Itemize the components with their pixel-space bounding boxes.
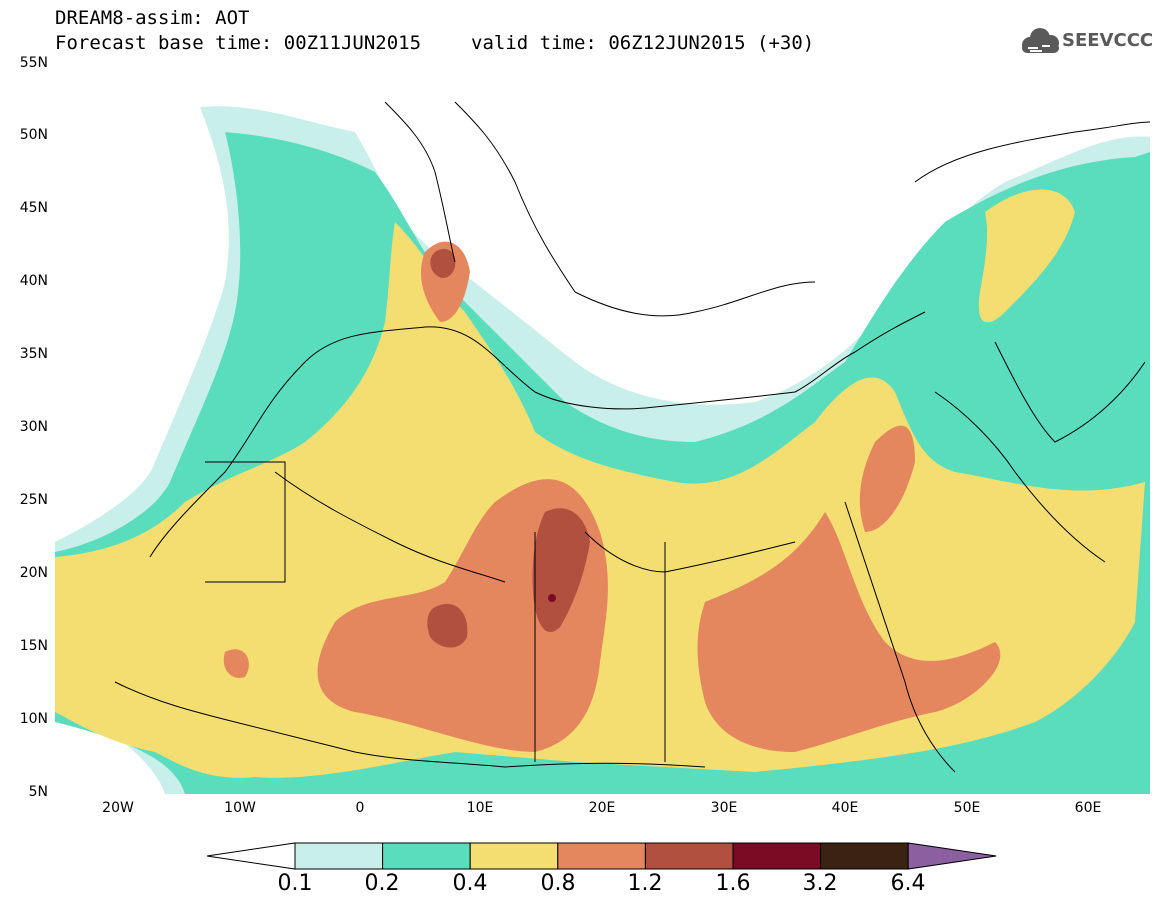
lon-label-0: 0 xyxy=(355,800,365,816)
seevccc-logo xyxy=(1022,28,1059,53)
lon-label-20e: 20E xyxy=(588,800,616,816)
lat-label-30n: 30N xyxy=(19,419,48,435)
lon-label-60e: 60E xyxy=(1074,800,1102,816)
lat-label-45n: 45N xyxy=(19,200,48,216)
coastlines xyxy=(114,101,1150,773)
colorbar xyxy=(206,842,997,870)
base-time: Forecast base time: 00Z11JUN2015 xyxy=(55,32,422,54)
lat-label-35n: 35N xyxy=(19,346,48,362)
colorbar-segment-0.1 xyxy=(294,842,384,870)
lon-label-10w: 10W xyxy=(224,800,256,816)
lat-label-40n: 40N xyxy=(19,273,48,289)
colorbar-segment-1.6 xyxy=(732,842,822,870)
colorbar-label-0.8: 0.8 xyxy=(540,871,576,896)
colorbar-over-arrow xyxy=(907,842,997,870)
colorbar-label-1.2: 1.2 xyxy=(627,871,663,896)
aot-level-1.2 xyxy=(427,248,590,648)
cloud-icon xyxy=(1022,28,1059,53)
colorbar-segment-3.2 xyxy=(820,842,909,870)
lon-label-50e: 50E xyxy=(953,800,981,816)
lon-label-10e: 10E xyxy=(466,800,494,816)
colorbar-segment-0.2 xyxy=(382,842,471,870)
time-info: Forecast base time: 00Z11JUN2015 valid ti… xyxy=(55,33,814,53)
colorbar-label-0.4: 0.4 xyxy=(452,871,488,896)
lat-label-10n: 10N xyxy=(19,711,48,727)
logo-text: SEEVCCC xyxy=(1062,30,1154,51)
lat-label-55n: 55N xyxy=(19,55,48,71)
map-title: DREAM8-assim: AOT xyxy=(55,7,250,29)
lat-label-15n: 15N xyxy=(19,638,48,654)
lat-label-5n: 5N xyxy=(28,784,48,800)
aot-level-1.6 xyxy=(548,594,556,602)
lat-label-25n: 25N xyxy=(19,492,48,508)
colorbar-under-arrow xyxy=(206,842,296,870)
colorbar-label-1.6: 1.6 xyxy=(715,871,751,896)
colorbar-segment-1.2 xyxy=(644,842,734,870)
lat-label-50n: 50N xyxy=(19,127,48,143)
colorbar-label-6.4: 6.4 xyxy=(890,871,926,896)
colorbar-segment-0.4 xyxy=(469,842,559,870)
colorbar-segment-0.8 xyxy=(557,842,646,870)
lat-label-20n: 20N xyxy=(19,565,48,581)
lon-label-20w: 20W xyxy=(102,800,134,816)
valid-time: valid time: 06Z12JUN2015 (+30) xyxy=(471,32,815,54)
lon-label-40e: 40E xyxy=(831,800,859,816)
lon-label-30e: 30E xyxy=(710,800,738,816)
colorbar-label-0.1: 0.1 xyxy=(277,871,313,896)
colorbar-label-3.2: 3.2 xyxy=(802,871,838,896)
aot-map xyxy=(55,62,1150,794)
colorbar-label-0.2: 0.2 xyxy=(364,871,400,896)
